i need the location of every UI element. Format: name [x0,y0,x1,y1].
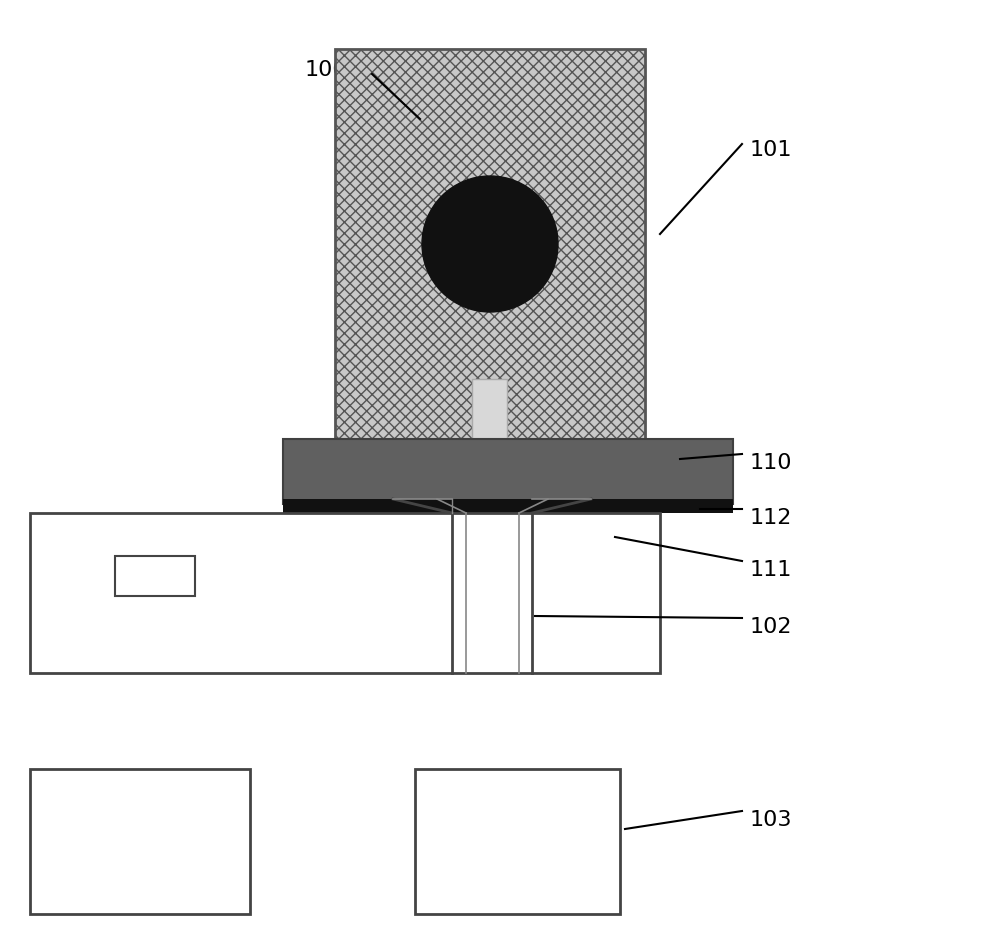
Circle shape [422,177,558,313]
Bar [283,500,733,514]
Text: 110: 110 [750,452,792,473]
Bar [30,769,250,914]
Bar [472,380,507,460]
Text: 100: 100 [305,60,348,80]
Bar [335,50,645,440]
Bar [415,769,620,914]
Bar [466,514,519,673]
Text: 102: 102 [750,616,792,636]
Bar [30,514,660,673]
Bar [283,440,733,505]
Text: 111: 111 [750,560,792,579]
Text: 103: 103 [750,809,792,829]
Text: 101: 101 [750,139,792,160]
Text: 112: 112 [750,507,792,528]
Bar [115,556,195,596]
